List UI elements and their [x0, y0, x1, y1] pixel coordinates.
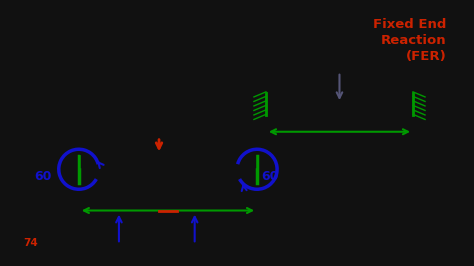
- Text: 60 kN: 60 kN: [121, 249, 150, 258]
- Text: 60 kN: 60 kN: [197, 249, 226, 258]
- Text: 20 kN/m: 20 kN/m: [148, 126, 197, 135]
- Text: Transformation of member
forces into Joint forces: Transformation of member forces into Joi…: [36, 58, 183, 82]
- Text: Fixed End
Reaction
(FER): Fixed End Reaction (FER): [373, 18, 447, 63]
- Text: 12: 12: [230, 126, 242, 135]
- Text: 180: 180: [351, 50, 377, 63]
- Text: 20x6²: 20x6²: [219, 105, 247, 114]
- Text: 6: 6: [163, 193, 173, 207]
- Text: 8: 8: [335, 138, 344, 151]
- Text: 60: 60: [262, 170, 279, 183]
- Text: 12: 12: [94, 126, 107, 135]
- Text: 20x6²: 20x6²: [83, 105, 112, 114]
- Text: 60: 60: [35, 170, 52, 183]
- Text: 74: 74: [23, 238, 38, 248]
- Text: Force vector: Force vector: [36, 18, 154, 36]
